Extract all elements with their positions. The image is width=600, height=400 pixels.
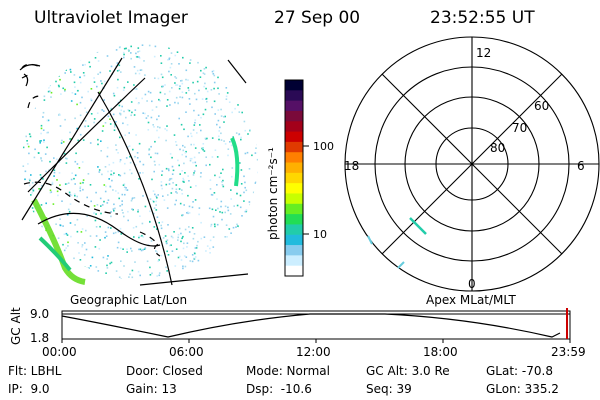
lat-70-label: 70	[512, 121, 527, 135]
mlt-12-label: 12	[476, 46, 491, 60]
colorbar-segment	[285, 141, 303, 153]
colorbar-segment	[285, 162, 303, 174]
orbit-ylabel: GC Alt	[9, 307, 23, 345]
orbit-xtick-1200: 12:00	[296, 345, 331, 359]
info-gc-alt: GC Alt: 3.0 Re	[366, 364, 450, 378]
auroral-arc	[31, 198, 86, 285]
colorbar-segment	[285, 245, 303, 256]
colorbar-segment	[285, 80, 303, 91]
info-dsp: Dsp: -10.6	[246, 382, 312, 396]
colorbar-segment	[285, 90, 303, 102]
orbit-xtick-2359: 23:59	[551, 345, 586, 359]
orbit-xtick-0600: 06:00	[169, 345, 204, 359]
colorbar-segment	[285, 110, 303, 122]
colorbar-segment	[285, 183, 303, 195]
colorbar-segment	[285, 100, 303, 112]
info-door: Door: Closed	[126, 364, 203, 378]
polar-plot	[344, 36, 600, 292]
info-seq: Seq: 39	[366, 382, 412, 396]
mlt-18-label: 18	[344, 159, 359, 173]
mlt-0-label: 0	[468, 277, 476, 291]
info-mode: Mode: Normal	[246, 364, 330, 378]
orbit-xtick-1800: 18:00	[423, 345, 458, 359]
colorbar-segment	[285, 172, 303, 184]
colorbar-tick-10: 10	[313, 228, 327, 241]
lat-80-label: 80	[490, 141, 505, 155]
colorbar-segment	[285, 203, 303, 215]
colorbar-segment	[285, 265, 303, 277]
orbit-xtick-0000: 00:00	[42, 345, 77, 359]
colorbar-segment	[285, 234, 303, 246]
colorbar-tick-100: 100	[313, 140, 334, 153]
lat-60-label: 60	[534, 99, 549, 113]
altitude-curve	[61, 313, 561, 338]
left-panel-label: Geographic Lat/Lon	[70, 293, 188, 307]
info-gain: Gain: 13	[126, 382, 177, 396]
orbit-ytick-low: 1.8	[30, 331, 50, 345]
colorbar-segment	[285, 224, 303, 236]
colorbar-segment	[285, 121, 303, 133]
colorbar-segment	[285, 193, 303, 205]
colorbar-segment	[285, 131, 303, 143]
date-label: 27 Sep 00	[274, 8, 361, 28]
orbit-plot: GC Alt	[9, 307, 571, 345]
orbit-ytick-high: 9.0	[30, 307, 50, 321]
colorbar-segment	[285, 152, 303, 164]
info-flt: Flt: LBHL	[8, 364, 62, 378]
time-label: 23:52:55 UT	[430, 8, 535, 28]
mlt-6-label: 6	[577, 159, 585, 173]
polar-panel-label: Apex MLat/MLT	[426, 293, 516, 307]
colorbar-segment	[285, 255, 303, 267]
geo-grid	[21, 57, 249, 286]
colorbar-segment	[285, 214, 303, 226]
info-ip: IP: 9.0	[8, 382, 50, 396]
instrument-title: Ultraviolet Imager	[34, 8, 188, 28]
colorbar-unit-label: photon cm⁻²s⁻¹	[266, 147, 280, 240]
color-bar: 100 10 photon cm⁻²s⁻¹	[266, 79, 334, 277]
info-glon: GLon: 335.2	[486, 382, 559, 396]
info-glat: GLat: -70.8	[486, 364, 553, 378]
